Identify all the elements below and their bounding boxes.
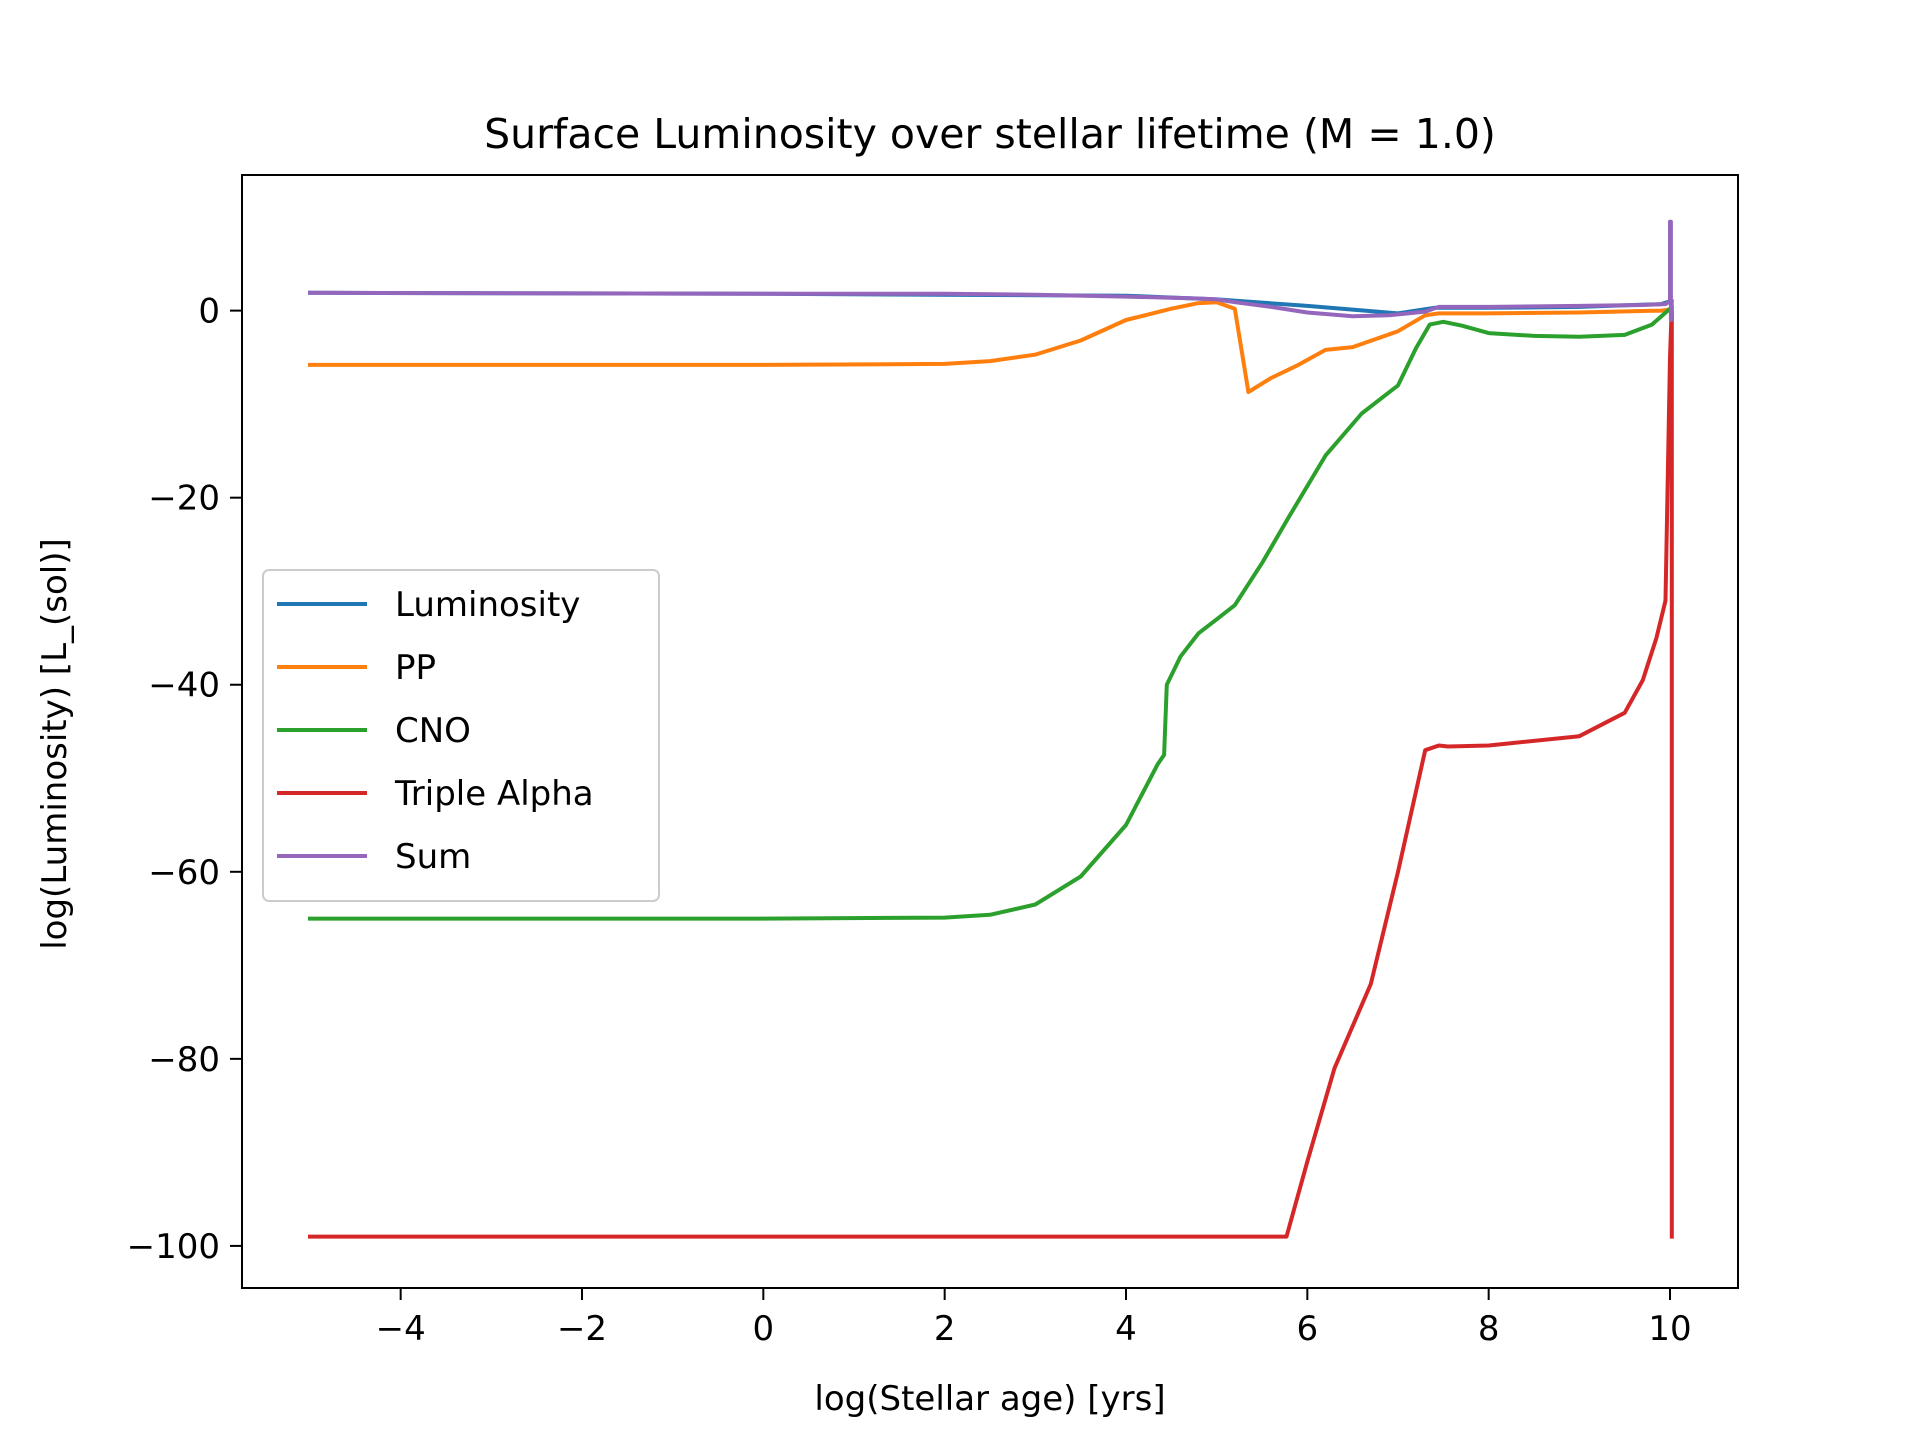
chart-title: Surface Luminosity over stellar lifetime… bbox=[484, 110, 1496, 158]
x-tick-label: 4 bbox=[1115, 1309, 1137, 1349]
legend-label-2: CNO bbox=[395, 711, 471, 751]
y-tick-label: −80 bbox=[148, 1040, 220, 1080]
x-tick-label: −4 bbox=[376, 1309, 426, 1349]
series-line-1 bbox=[308, 300, 1673, 394]
x-axis-label: log(Stellar age) [yrs] bbox=[814, 1379, 1165, 1419]
y-tick-label: 0 bbox=[198, 292, 220, 332]
legend-box bbox=[262, 569, 660, 902]
plot-area-frame bbox=[241, 174, 1739, 1289]
y-axis-label: log(Luminosity) [L_(sol)] bbox=[35, 538, 75, 950]
series-line-2 bbox=[308, 305, 1673, 921]
y-tick-label: −20 bbox=[148, 479, 220, 519]
x-tick-label: 6 bbox=[1297, 1309, 1319, 1349]
x-tick-label: 0 bbox=[753, 1309, 775, 1349]
x-tick-label: 8 bbox=[1478, 1309, 1500, 1349]
x-tick-label: 10 bbox=[1648, 1309, 1691, 1349]
series-layer bbox=[307, 219, 1674, 1239]
series-line-3 bbox=[308, 303, 1674, 1239]
legend: Luminosity PP CNO Triple Alpha Sum bbox=[262, 569, 660, 902]
x-tick-label: 2 bbox=[934, 1309, 956, 1349]
y-tick-label: −60 bbox=[148, 853, 220, 893]
series-line-4 bbox=[307, 219, 1674, 322]
axes-layer: −4 −2 0 2 4 6 8 100−20−40−60−80−100 bbox=[127, 292, 1692, 1349]
legend-label-0: Luminosity bbox=[395, 585, 580, 625]
x-tick-label: −2 bbox=[557, 1309, 607, 1349]
legend-label-1: PP bbox=[395, 648, 436, 688]
y-tick-label: −40 bbox=[148, 666, 220, 706]
legend-label-4: Sum bbox=[395, 837, 471, 877]
y-tick-label: −100 bbox=[127, 1227, 220, 1267]
legend-label-3: Triple Alpha bbox=[394, 774, 594, 814]
